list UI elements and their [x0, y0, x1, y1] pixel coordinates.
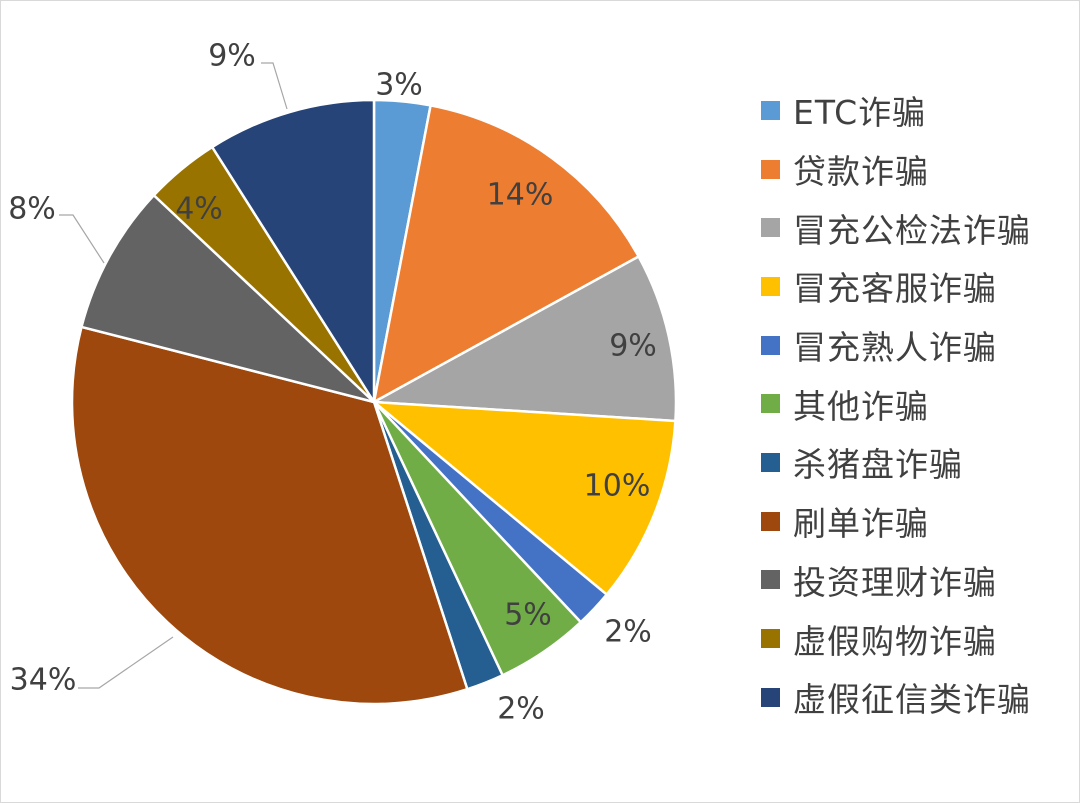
legend-item: 冒充公检法诈骗 — [761, 198, 1076, 257]
legend-item: 虚假购物诈骗 — [761, 609, 1076, 668]
data-label-8: 34% — [10, 663, 77, 698]
legend-item: 贷款诈骗 — [761, 140, 1076, 199]
data-label-3: 9% — [609, 329, 657, 364]
legend-label: 冒充熟人诈骗 — [793, 328, 997, 368]
pie-slice-9 — [80, 194, 376, 404]
data-label-5: 2% — [604, 615, 652, 650]
legend-label: 其他诈骗 — [793, 386, 929, 426]
pie-slice-2 — [372, 104, 640, 404]
pie-slice-3 — [372, 255, 678, 423]
legend-swatch — [761, 511, 780, 531]
legend: ETC诈骗贷款诈骗冒充公检法诈骗 冒充客服诈骗 冒充熟人诈骗 其他诈骗杀猪盘诈骗刷单诈… — [761, 81, 1076, 727]
legend-swatch — [761, 687, 780, 707]
legend-label: 虚假征信类诈骗 — [793, 680, 1031, 720]
legend-item: 刷单诈骗 — [761, 492, 1076, 551]
legend-item: 冒充客服诈骗 — [761, 257, 1076, 316]
leader-line-11 — [261, 62, 288, 110]
data-label-9: 8% — [8, 192, 56, 227]
legend-swatch — [761, 100, 780, 120]
pie-slice-4 — [372, 400, 677, 596]
legend-swatch — [761, 218, 780, 238]
legend-label: 刷单诈骗 — [793, 504, 929, 544]
legend-label: 冒充公检法诈骗 — [793, 210, 1031, 250]
legend-item: 杀猪盘诈骗 — [761, 433, 1076, 492]
legend-swatch — [761, 452, 780, 472]
data-label-11: 9% — [208, 39, 256, 74]
legend-item: 投资理财诈骗 — [761, 551, 1076, 610]
legend-label: 投资理财诈骗 — [793, 562, 997, 602]
pie-slices — [70, 98, 678, 706]
leader-line-8 — [78, 636, 174, 689]
data-label-2: 14% — [487, 178, 554, 213]
legend-item: 冒充熟人诈骗 — [761, 316, 1076, 375]
data-label-4: 10% — [584, 469, 651, 504]
legend-swatch — [761, 570, 780, 590]
data-label-1: 3% — [375, 68, 423, 103]
legend-item: 虚假征信类诈骗 — [761, 668, 1076, 727]
legend-swatch — [761, 335, 780, 355]
legend-item: ETC诈骗 — [761, 81, 1076, 140]
legend-item: 其他诈骗 — [761, 374, 1076, 433]
pie-slice-11 — [210, 98, 376, 404]
data-labels: 3% 14% 9% 10% 2% 5% 2% 34% 8% 4% 9% — [8, 39, 657, 727]
legend-swatch — [761, 394, 780, 414]
leader-line-9 — [59, 214, 105, 264]
legend-label: 冒充客服诈骗 — [793, 269, 997, 309]
legend-swatch — [761, 276, 780, 296]
legend-label: 杀猪盘诈骗 — [793, 445, 963, 485]
legend-label: 虚假购物诈骗 — [793, 621, 997, 661]
data-label-10: 4% — [175, 192, 223, 227]
legend-swatch — [761, 629, 780, 649]
pie-slice-8 — [70, 325, 469, 706]
leader-lines — [59, 62, 288, 689]
data-label-7: 2% — [497, 692, 545, 727]
legend-label: ETC诈骗 — [793, 93, 927, 133]
legend-swatch — [761, 159, 780, 179]
data-label-6: 5% — [504, 598, 552, 633]
legend-label: 贷款诈骗 — [793, 152, 929, 192]
